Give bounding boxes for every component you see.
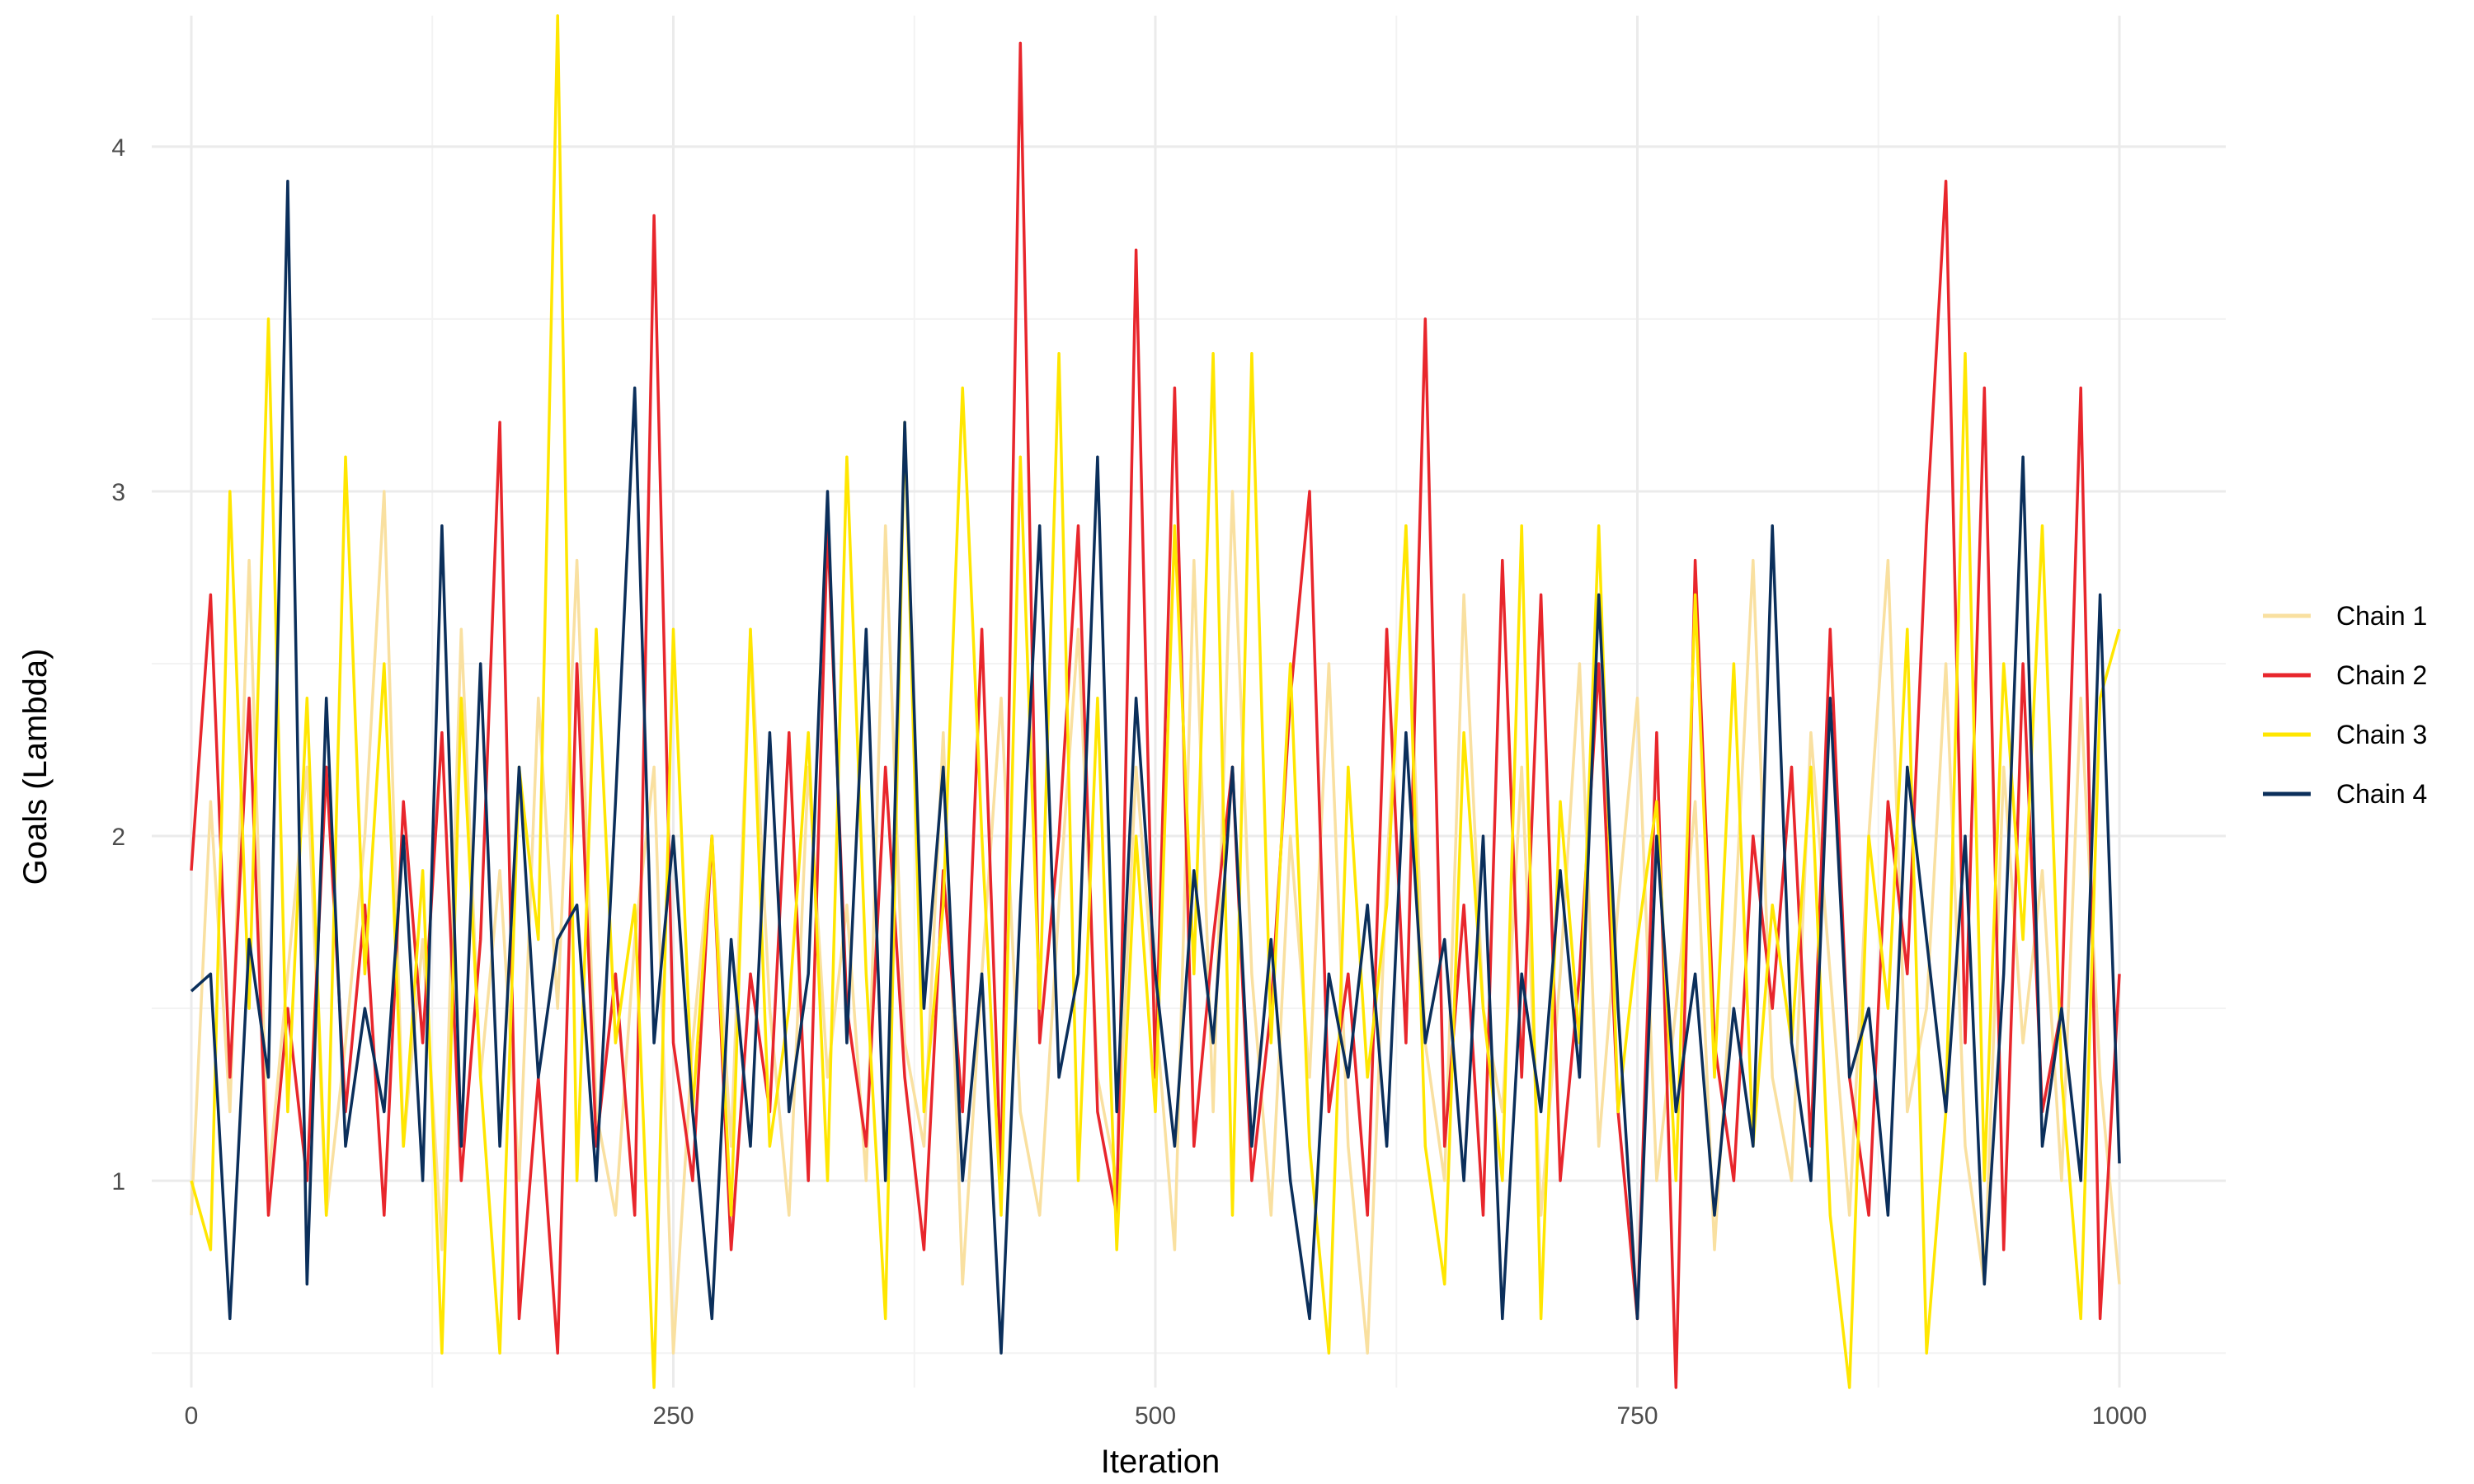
y-tick-label: 1 [111, 1168, 125, 1195]
series-line-chain-3 [190, 14, 2121, 1389]
y-tick-label: 2 [111, 824, 125, 851]
legend: Chain 1 Chain 2 Chain 3 Chain 4 [2263, 601, 2427, 809]
y-tick-label: 4 [111, 134, 125, 162]
x-tick-label: 750 [1616, 1402, 1658, 1430]
x-tick-label: 250 [652, 1402, 694, 1430]
legend-item-chain-4: Chain 4 [2263, 779, 2427, 809]
x-tick-label: 0 [185, 1402, 199, 1430]
series-lines [190, 14, 2121, 1389]
legend-item-chain-1: Chain 1 [2263, 601, 2427, 631]
legend-label: Chain 4 [2336, 779, 2427, 809]
y-axis-title: Goals (Lambda) [17, 649, 54, 885]
legend-label: Chain 3 [2336, 720, 2427, 749]
legend-item-chain-3: Chain 3 [2263, 720, 2427, 749]
x-axis-title: Iteration [1101, 1444, 1221, 1480]
legend-item-chain-2: Chain 2 [2263, 660, 2427, 690]
x-tick-label: 500 [1135, 1402, 1176, 1430]
legend-label: Chain 1 [2336, 601, 2427, 631]
legend-label: Chain 2 [2336, 660, 2427, 690]
y-tick-label: 3 [111, 479, 125, 506]
x-axis-ticks: 0 250 500 750 1000 [185, 1402, 2147, 1430]
series-line-chain-4 [190, 179, 2121, 1355]
y-axis-ticks: 1 2 3 4 [111, 134, 125, 1195]
x-tick-label: 1000 [2092, 1402, 2147, 1430]
